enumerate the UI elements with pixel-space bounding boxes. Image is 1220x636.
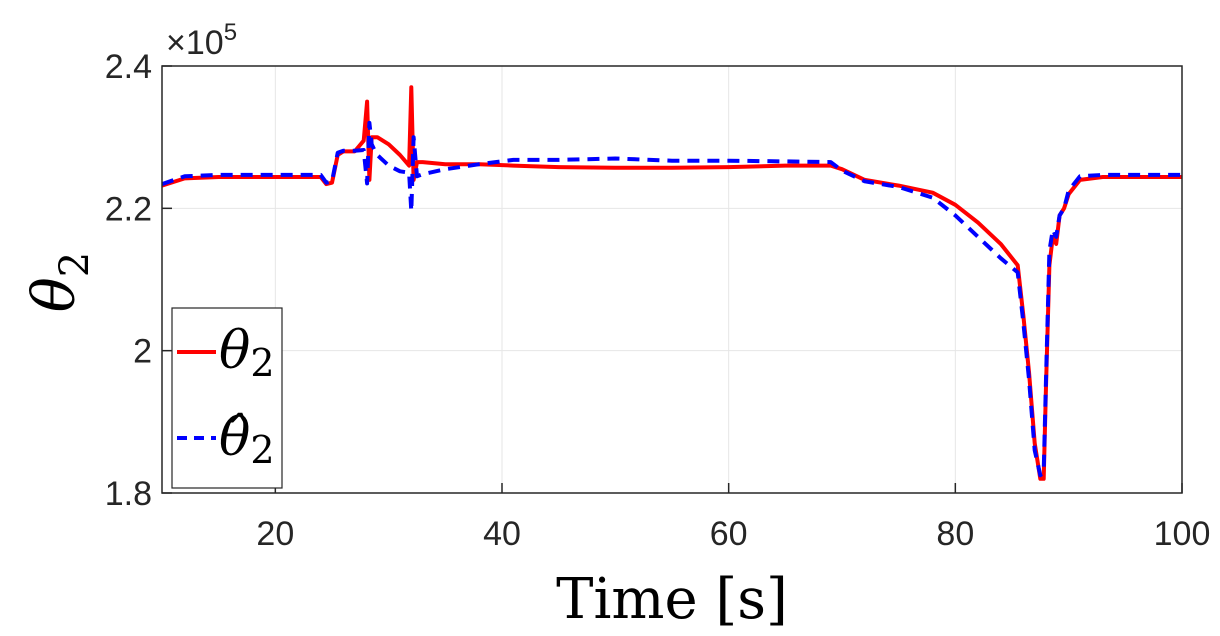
plot-series: [161, 85, 1182, 481]
x-tick-label: 20: [256, 515, 294, 553]
y-exponent-label: ×105: [166, 19, 237, 62]
y-axis-label: θ2: [20, 252, 98, 312]
legend: θ2 θ̂2: [171, 307, 283, 489]
x-tick-label: 60: [710, 515, 748, 553]
grid: [162, 65, 1183, 494]
x-axis-label: Time [s]: [556, 567, 788, 632]
legend-box: [171, 307, 283, 489]
y-tick-label: 2: [133, 333, 152, 371]
y-tick-label: 1.8: [105, 475, 152, 513]
x-tick-label: 100: [1154, 515, 1211, 553]
y-tick-label: 2.4: [105, 48, 152, 86]
ticks: [162, 65, 1183, 494]
series-line-1: [161, 120, 1182, 478]
series-line-0: [161, 85, 1182, 481]
plot-area-frame: [161, 65, 1183, 494]
y-tick-label: 2.2: [105, 190, 152, 228]
x-tick-label: 40: [483, 515, 521, 553]
x-tick-label: 80: [936, 515, 974, 553]
tick-labels: 20 40 60 80 100 1.8 2 2.2 2.4: [105, 48, 1211, 553]
legend-label-theta2-hat: θ̂2: [219, 408, 275, 472]
legend-label-theta2: θ2: [219, 321, 275, 385]
